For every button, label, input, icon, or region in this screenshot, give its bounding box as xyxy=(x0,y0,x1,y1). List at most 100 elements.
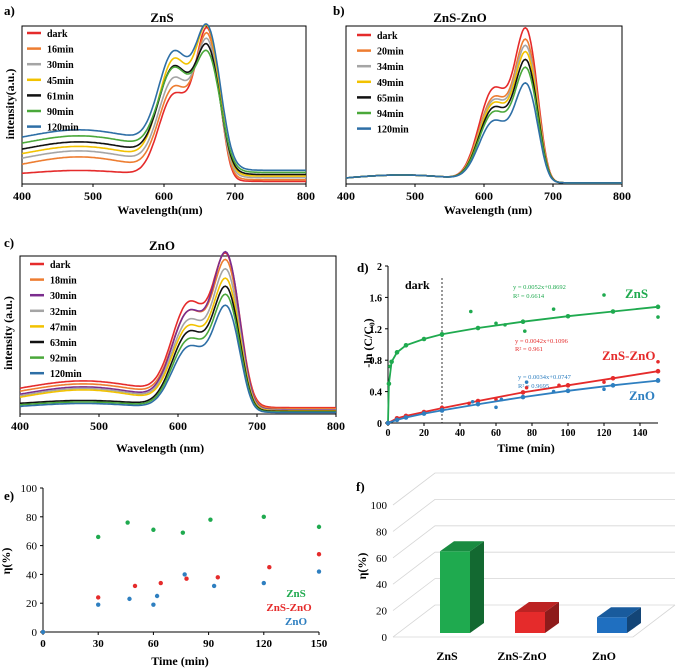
efficiency-point-ZnS-ZnO xyxy=(132,583,138,589)
fit-point-ZnO xyxy=(475,401,481,407)
data-point-ZnO xyxy=(551,389,556,394)
panel-b: b) ZnS-ZnO Wavelength (nm) 400 500 600 700 8… xyxy=(333,3,631,217)
panel-b-legend: dark 20min 34min 49min 65min 94min 120min xyxy=(357,31,409,136)
legend-label-63min: 63min xyxy=(50,338,77,349)
fit-point-ZnO xyxy=(421,411,427,416)
efficiency-point-ZnS xyxy=(151,527,156,532)
fit-point-ZnS xyxy=(386,381,392,387)
spectrum-line-16min xyxy=(21,31,306,181)
y-tick-label: 40 xyxy=(26,569,38,581)
data-point-ZnO xyxy=(494,405,498,410)
efficiency-point-ZnS-ZnO xyxy=(316,552,322,557)
panel-e-legend-zno: ZnO xyxy=(285,616,307,628)
x-tick-label: 400 xyxy=(337,189,355,203)
znszno-series-label: ZnS-ZnO xyxy=(602,348,655,363)
x-tick-label: 150 xyxy=(311,638,328,650)
panel-e-ylabel: η(%) xyxy=(0,548,13,575)
fit-point-ZnO xyxy=(520,394,526,400)
panel-d-series xyxy=(385,293,661,426)
x-tick-label: 500 xyxy=(84,189,102,203)
spectrum-line-30min xyxy=(21,37,306,179)
y-tick-label: 40 xyxy=(376,579,388,591)
x-tick-label: 120 xyxy=(256,638,273,650)
x-tick-label: 600 xyxy=(169,419,187,433)
panel-e: e) η(%) Time (min) 0 30 60 90 120 150 0 20 40 60… xyxy=(0,483,328,668)
fit-point-ZnS xyxy=(655,304,661,310)
panel-c: c) ZnO intensity (a.u.) Wavelength (nm) … xyxy=(1,235,345,455)
y-tick-label: 0 xyxy=(382,632,388,644)
fit-point-ZnS-ZnO xyxy=(565,383,571,388)
x-tick-label: 800 xyxy=(327,419,345,433)
legend-label-18min: 18min xyxy=(50,276,77,287)
legend-label-92min: 92min xyxy=(50,354,77,365)
bar-side-ZnS xyxy=(470,541,484,633)
panel-e-legend-zns: ZnS xyxy=(286,588,306,600)
panel-f-ylabel: η(%) xyxy=(355,553,369,580)
efficiency-point-ZnS xyxy=(208,517,213,522)
panel-b-xlabel: Wavelength (nm) xyxy=(444,203,532,217)
fit-point-ZnS xyxy=(520,319,526,325)
panel-d-x-ticks: 0 20 40 60 80 100 120 140 xyxy=(386,423,648,439)
x-tick-label: 60 xyxy=(148,638,160,650)
efficiency-point-ZnS xyxy=(125,520,130,525)
y-tick-label: 0 xyxy=(32,627,38,639)
efficiency-point-ZnO xyxy=(40,629,46,635)
efficiency-point-ZnO xyxy=(182,572,187,577)
fit-line-ZnS xyxy=(387,305,659,424)
gridline xyxy=(392,499,675,532)
fit-point-ZnS xyxy=(475,325,481,331)
panel-a-legend: dark 16min 30min 45min 61min 90min 120min xyxy=(27,29,79,134)
x-tick-label: 90 xyxy=(203,638,215,650)
panel-a-x-ticks: 400 500 600 700 800 xyxy=(13,184,315,203)
fit-point-ZnO xyxy=(394,417,400,423)
y-tick-label: 80 xyxy=(26,512,38,524)
fit-line-ZnS-ZnO xyxy=(387,370,659,424)
data-point-ZnS xyxy=(551,307,556,311)
panel-b-letter: b) xyxy=(333,3,345,18)
y-tick-label: 60 xyxy=(26,541,38,553)
bar-front-ZnS-ZnO xyxy=(515,611,545,633)
data-point-ZnO xyxy=(499,397,504,402)
efficiency-point-ZnO xyxy=(211,583,217,589)
data-point-ZnO xyxy=(602,387,606,392)
data-point-ZnO xyxy=(656,378,660,382)
legend-label-16min: 16min xyxy=(47,45,74,56)
legend-label-dark: dark xyxy=(377,31,398,42)
category-label-ZnO: ZnO xyxy=(592,649,616,663)
data-point-ZnS xyxy=(602,293,606,297)
panel-a-curves xyxy=(21,23,306,183)
x-tick-label: 700 xyxy=(544,189,562,203)
data-point-ZnO xyxy=(386,421,390,425)
x-tick-label: 700 xyxy=(226,189,244,203)
category-label-ZnS-ZnO: ZnS-ZnO xyxy=(497,649,546,663)
y-tick-label: 0.4 xyxy=(370,388,383,399)
efficiency-point-ZnS-ZnO xyxy=(184,576,189,581)
legend-label-20min: 20min xyxy=(377,47,404,58)
panel-d-y-ticks: 0 0.4 0.8 1.2 1.6 2 xyxy=(370,262,388,430)
bar-side-ZnO xyxy=(627,607,641,633)
data-point-ZnS-ZnO xyxy=(602,380,606,384)
fit-point-ZnS xyxy=(394,350,400,355)
spectrum-line-90min xyxy=(21,49,306,174)
y-tick-label: 0 xyxy=(377,419,382,430)
fit-point-ZnS-ZnO xyxy=(610,375,616,381)
gridline xyxy=(392,525,675,559)
panel-c-title: ZnO xyxy=(149,238,175,253)
panel-f-category-labels: ZnS ZnS-ZnO ZnO xyxy=(436,649,616,663)
efficiency-point-ZnS xyxy=(261,514,266,519)
legend-label-94min: 94min xyxy=(377,109,404,120)
efficiency-point-ZnS-ZnO xyxy=(158,580,163,586)
efficiency-point-ZnS-ZnO xyxy=(96,595,101,600)
panel-c-letter: c) xyxy=(4,235,14,250)
spectrum-line-120min xyxy=(345,82,622,184)
x-tick-label: 0 xyxy=(386,428,391,439)
y-tick-label: 60 xyxy=(376,553,388,565)
zns-series-label: ZnS xyxy=(625,286,648,301)
y-tick-label: 1.6 xyxy=(370,293,383,304)
legend-label-dark: dark xyxy=(47,29,68,40)
fit-point-ZnS xyxy=(403,342,409,348)
panel-d-xlabel: Time (min) xyxy=(497,441,554,455)
panel-e-letter: e) xyxy=(4,488,14,503)
panel-e-legend-znszno: ZnS-ZnO xyxy=(266,602,312,614)
